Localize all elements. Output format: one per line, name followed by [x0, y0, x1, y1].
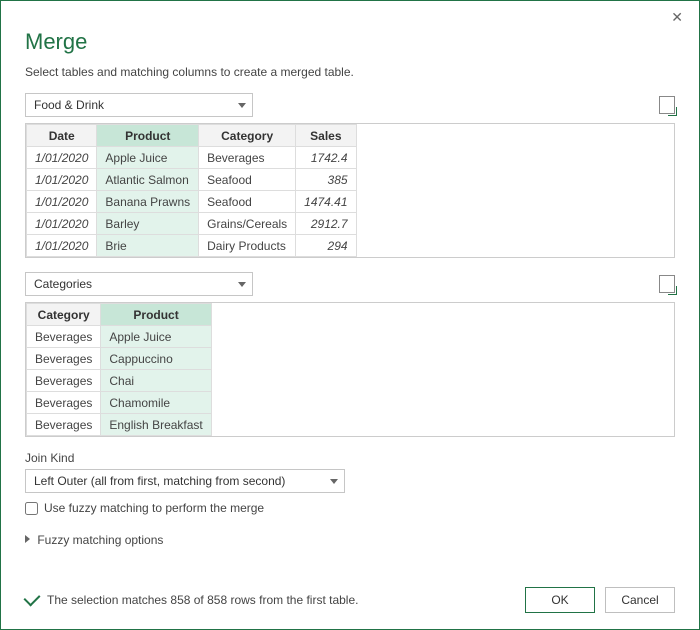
column-header[interactable]: Product — [101, 304, 211, 326]
dialog-title: Merge — [25, 29, 675, 55]
fuzzy-options-label: Fuzzy matching options — [37, 533, 163, 547]
cell[interactable]: Grains/Cereals — [199, 213, 296, 235]
table-row[interactable]: BeveragesCappuccino — [27, 348, 212, 370]
cell[interactable]: 294 — [296, 235, 356, 257]
table-row[interactable]: 1/01/2020Atlantic SalmonSeafood385 — [27, 169, 357, 191]
status-row: The selection matches 858 of 858 rows fr… — [25, 593, 358, 607]
table-row[interactable]: 1/01/2020BrieDairy Products294 — [27, 235, 357, 257]
table2[interactable]: CategoryProductBeveragesApple JuiceBever… — [26, 303, 212, 436]
cell[interactable]: English Breakfast — [101, 414, 211, 436]
cell[interactable]: Apple Juice — [97, 147, 199, 169]
cell[interactable]: Chai — [101, 370, 211, 392]
cell[interactable]: Beverages — [27, 326, 101, 348]
join-kind-value: Left Outer (all from first, matching fro… — [34, 474, 285, 488]
join-kind-label: Join Kind — [25, 451, 675, 465]
fuzzy-checkbox-label: Use fuzzy matching to perform the merge — [44, 501, 264, 515]
cell[interactable]: 2912.7 — [296, 213, 356, 235]
column-header[interactable]: Sales — [296, 125, 356, 147]
cell[interactable]: Cappuccino — [101, 348, 211, 370]
table2-dropdown[interactable]: Categories — [25, 272, 253, 296]
table1[interactable]: DateProductCategorySales1/01/2020Apple J… — [26, 124, 357, 257]
table2-dropdown-label: Categories — [34, 277, 92, 291]
cancel-button[interactable]: Cancel — [605, 587, 675, 613]
cell[interactable]: 1/01/2020 — [27, 147, 97, 169]
chevron-right-icon — [25, 535, 30, 543]
cell[interactable]: Chamomile — [101, 392, 211, 414]
ok-button[interactable]: OK — [525, 587, 595, 613]
column-header[interactable]: Category — [27, 304, 101, 326]
chevron-down-icon — [330, 479, 338, 484]
cell[interactable]: Beverages — [199, 147, 296, 169]
chevron-down-icon — [238, 103, 246, 108]
chevron-down-icon — [238, 282, 246, 287]
table-row[interactable]: 1/01/2020Banana PrawnsSeafood1474.41 — [27, 191, 357, 213]
check-icon — [24, 590, 41, 607]
sheet-icon[interactable] — [659, 96, 675, 114]
table-row[interactable]: BeveragesChai — [27, 370, 212, 392]
cell[interactable]: Barley — [97, 213, 199, 235]
cell[interactable]: 1742.4 — [296, 147, 356, 169]
table2-preview: CategoryProductBeveragesApple JuiceBever… — [25, 302, 675, 437]
table1-dropdown[interactable]: Food & Drink — [25, 93, 253, 117]
table1-preview: DateProductCategorySales1/01/2020Apple J… — [25, 123, 675, 258]
table-row[interactable]: 1/01/2020BarleyGrains/Cereals2912.7 — [27, 213, 357, 235]
cell[interactable]: Banana Prawns — [97, 191, 199, 213]
fuzzy-options-expander[interactable]: Fuzzy matching options — [25, 533, 675, 547]
cell[interactable]: Beverages — [27, 414, 101, 436]
cell[interactable]: Beverages — [27, 348, 101, 370]
table-row[interactable]: BeveragesApple Juice — [27, 326, 212, 348]
cell[interactable]: Apple Juice — [101, 326, 211, 348]
column-header[interactable]: Product — [97, 125, 199, 147]
table-row[interactable]: 1/01/2020Apple JuiceBeverages1742.4 — [27, 147, 357, 169]
cell[interactable]: Beverages — [27, 392, 101, 414]
cell[interactable]: 1/01/2020 — [27, 169, 97, 191]
join-kind-dropdown[interactable]: Left Outer (all from first, matching fro… — [25, 469, 345, 493]
merge-dialog: ✕ Merge Select tables and matching colum… — [0, 0, 700, 630]
sheet-icon[interactable] — [659, 275, 675, 293]
column-header[interactable]: Category — [199, 125, 296, 147]
cell[interactable]: 1/01/2020 — [27, 213, 97, 235]
fuzzy-checkbox[interactable] — [25, 502, 38, 515]
cell[interactable]: 385 — [296, 169, 356, 191]
cell[interactable]: 1474.41 — [296, 191, 356, 213]
cell[interactable]: Beverages — [27, 370, 101, 392]
table-row[interactable]: BeveragesChamomile — [27, 392, 212, 414]
cell[interactable]: Brie — [97, 235, 199, 257]
column-header[interactable]: Date — [27, 125, 97, 147]
table-row[interactable]: BeveragesEnglish Breakfast — [27, 414, 212, 436]
table1-dropdown-label: Food & Drink — [34, 98, 104, 112]
dialog-subtitle: Select tables and matching columns to cr… — [25, 65, 675, 79]
cell[interactable]: Seafood — [199, 169, 296, 191]
close-icon[interactable]: ✕ — [665, 7, 689, 28]
cell[interactable]: Seafood — [199, 191, 296, 213]
cell[interactable]: Dairy Products — [199, 235, 296, 257]
status-text: The selection matches 858 of 858 rows fr… — [47, 593, 358, 607]
cell[interactable]: Atlantic Salmon — [97, 169, 199, 191]
cell[interactable]: 1/01/2020 — [27, 235, 97, 257]
cell[interactable]: 1/01/2020 — [27, 191, 97, 213]
